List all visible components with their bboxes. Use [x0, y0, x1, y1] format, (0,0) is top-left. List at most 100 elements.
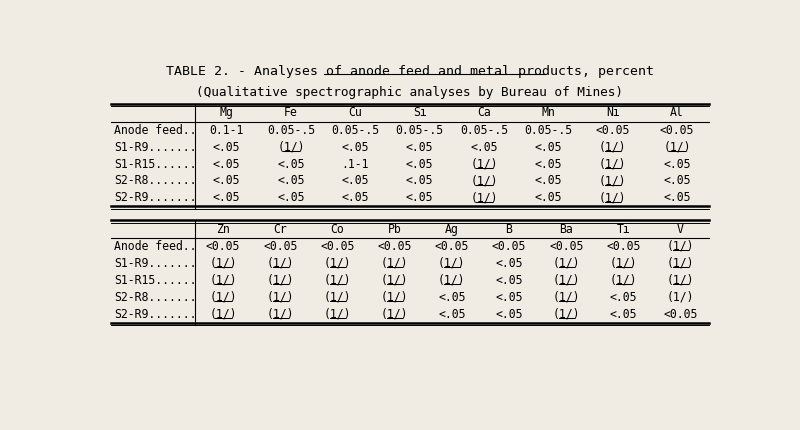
Text: <.05: <.05	[342, 191, 369, 204]
Text: <.05: <.05	[663, 191, 690, 204]
Text: <0.05: <0.05	[660, 124, 694, 137]
Text: Fe: Fe	[284, 106, 298, 119]
Text: Co: Co	[330, 223, 344, 236]
Text: (1/): (1/)	[278, 141, 305, 154]
Text: S1-R15......: S1-R15......	[114, 274, 197, 287]
Text: (1/): (1/)	[553, 274, 580, 287]
Text: Ni: Ni	[606, 106, 619, 119]
Text: <.05: <.05	[213, 141, 241, 154]
Text: <.05: <.05	[663, 157, 690, 171]
Text: <.05: <.05	[406, 157, 434, 171]
Text: <.05: <.05	[278, 191, 305, 204]
Text: V: V	[677, 223, 684, 236]
Text: <.05: <.05	[342, 175, 369, 187]
Text: (Qualitative spectrographic analyses by Bureau of Mines): (Qualitative spectrographic analyses by …	[197, 86, 623, 99]
Text: <.05: <.05	[663, 175, 690, 187]
Text: <.05: <.05	[470, 141, 498, 154]
Text: <.05: <.05	[406, 191, 434, 204]
Text: (1/): (1/)	[610, 274, 637, 287]
Text: Ti: Ti	[617, 223, 630, 236]
Text: Ca: Ca	[477, 106, 491, 119]
Text: (1/): (1/)	[210, 308, 237, 321]
Text: <.05: <.05	[278, 175, 305, 187]
Text: Anode feed..: Anode feed..	[114, 124, 197, 137]
Text: 0.1-1: 0.1-1	[210, 124, 244, 137]
Text: (1/): (1/)	[553, 291, 580, 304]
Text: S2-R8.......: S2-R8.......	[114, 291, 197, 304]
Text: <0.05: <0.05	[320, 240, 354, 253]
Text: (1/): (1/)	[663, 141, 690, 154]
Text: <0.05: <0.05	[263, 240, 298, 253]
Text: (1/): (1/)	[381, 291, 409, 304]
Text: <.05: <.05	[534, 175, 562, 187]
Text: <0.05: <0.05	[595, 124, 630, 137]
Text: <.05: <.05	[278, 157, 305, 171]
Text: 0.05-.5: 0.05-.5	[460, 124, 508, 137]
Text: <.05: <.05	[495, 274, 522, 287]
Text: (1/): (1/)	[324, 291, 351, 304]
Text: (1/): (1/)	[599, 141, 626, 154]
Text: <.05: <.05	[406, 141, 434, 154]
Text: <.05: <.05	[534, 191, 562, 204]
Text: B: B	[506, 223, 513, 236]
Text: (1/): (1/)	[667, 240, 694, 253]
Text: (1/): (1/)	[266, 291, 294, 304]
Text: (1/): (1/)	[324, 308, 351, 321]
Text: (1/): (1/)	[381, 274, 409, 287]
Text: (1/): (1/)	[667, 257, 694, 270]
Text: Si: Si	[413, 106, 426, 119]
Text: S1-R9.......: S1-R9.......	[114, 141, 197, 154]
Text: <0.05: <0.05	[549, 240, 583, 253]
Text: <.05: <.05	[406, 175, 434, 187]
Text: Anode feed..: Anode feed..	[114, 240, 197, 253]
Text: <.05: <.05	[438, 308, 466, 321]
Text: <.05: <.05	[495, 257, 522, 270]
Text: Mn: Mn	[542, 106, 555, 119]
Text: (1/): (1/)	[667, 274, 694, 287]
Text: (1/): (1/)	[324, 257, 351, 270]
Text: (1/): (1/)	[381, 308, 409, 321]
Text: (1/): (1/)	[470, 157, 498, 171]
Text: (1/): (1/)	[599, 157, 626, 171]
Text: (1/): (1/)	[210, 291, 237, 304]
Text: <.05: <.05	[534, 141, 562, 154]
Text: (1/): (1/)	[470, 175, 498, 187]
Text: 0.05-.5: 0.05-.5	[396, 124, 444, 137]
Text: (1/): (1/)	[210, 257, 237, 270]
Text: (1/): (1/)	[266, 308, 294, 321]
Text: (1/): (1/)	[438, 274, 466, 287]
Text: Pb: Pb	[388, 223, 402, 236]
Text: 0.05-.5: 0.05-.5	[331, 124, 379, 137]
Text: <0.05: <0.05	[206, 240, 240, 253]
Text: S2-R8.......: S2-R8.......	[114, 175, 197, 187]
Text: Cu: Cu	[349, 106, 362, 119]
Text: <.05: <.05	[342, 141, 369, 154]
Text: (1/): (1/)	[470, 191, 498, 204]
Text: <.05: <.05	[534, 157, 562, 171]
Text: <0.05: <0.05	[434, 240, 469, 253]
Text: S2-R9.......: S2-R9.......	[114, 191, 197, 204]
Text: <0.05: <0.05	[378, 240, 412, 253]
Text: <.05: <.05	[213, 175, 241, 187]
Text: <.05: <.05	[213, 191, 241, 204]
Text: <.05: <.05	[495, 291, 522, 304]
Text: (1/): (1/)	[599, 175, 626, 187]
Text: <0.05: <0.05	[663, 308, 698, 321]
Text: S1-R9.......: S1-R9.......	[114, 257, 197, 270]
Text: 0.05-.5: 0.05-.5	[524, 124, 573, 137]
Text: (1/): (1/)	[667, 291, 694, 304]
Text: Zn: Zn	[216, 223, 230, 236]
Text: Mg: Mg	[220, 106, 234, 119]
Text: (1/): (1/)	[438, 257, 466, 270]
Text: (1/): (1/)	[610, 257, 637, 270]
Text: TABLE 2. - Analyses of anode feed and metal products, percent: TABLE 2. - Analyses of anode feed and me…	[166, 65, 654, 78]
Text: (1/): (1/)	[553, 308, 580, 321]
Text: Ba: Ba	[559, 223, 573, 236]
Text: <.05: <.05	[610, 291, 637, 304]
Text: <0.05: <0.05	[492, 240, 526, 253]
Text: (1/): (1/)	[210, 274, 237, 287]
Text: Al: Al	[670, 106, 684, 119]
Text: <.05: <.05	[438, 291, 466, 304]
Text: Cr: Cr	[274, 223, 287, 236]
Text: (1/): (1/)	[266, 274, 294, 287]
